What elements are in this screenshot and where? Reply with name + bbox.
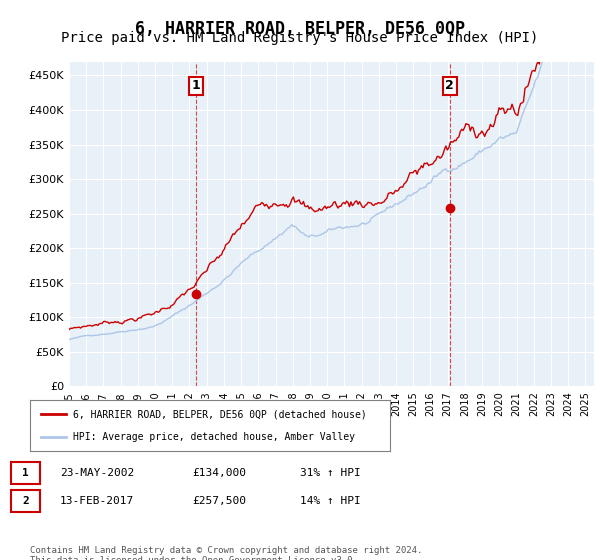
Text: 31% ↑ HPI: 31% ↑ HPI [300, 468, 361, 478]
Text: 6, HARRIER ROAD, BELPER, DE56 0QP (detached house): 6, HARRIER ROAD, BELPER, DE56 0QP (detac… [73, 409, 367, 419]
Text: 2: 2 [22, 496, 29, 506]
Text: Price paid vs. HM Land Registry's House Price Index (HPI): Price paid vs. HM Land Registry's House … [61, 31, 539, 45]
Text: 1: 1 [191, 80, 200, 92]
Text: 2: 2 [445, 80, 454, 92]
Text: 1: 1 [22, 468, 29, 478]
Text: 14% ↑ HPI: 14% ↑ HPI [300, 496, 361, 506]
Text: 13-FEB-2017: 13-FEB-2017 [60, 496, 134, 506]
Text: HPI: Average price, detached house, Amber Valley: HPI: Average price, detached house, Ambe… [73, 432, 355, 442]
Text: 6, HARRIER ROAD, BELPER, DE56 0QP: 6, HARRIER ROAD, BELPER, DE56 0QP [135, 20, 465, 38]
Text: £134,000: £134,000 [192, 468, 246, 478]
Text: 23-MAY-2002: 23-MAY-2002 [60, 468, 134, 478]
Text: Contains HM Land Registry data © Crown copyright and database right 2024.
This d: Contains HM Land Registry data © Crown c… [30, 546, 422, 560]
Text: £257,500: £257,500 [192, 496, 246, 506]
